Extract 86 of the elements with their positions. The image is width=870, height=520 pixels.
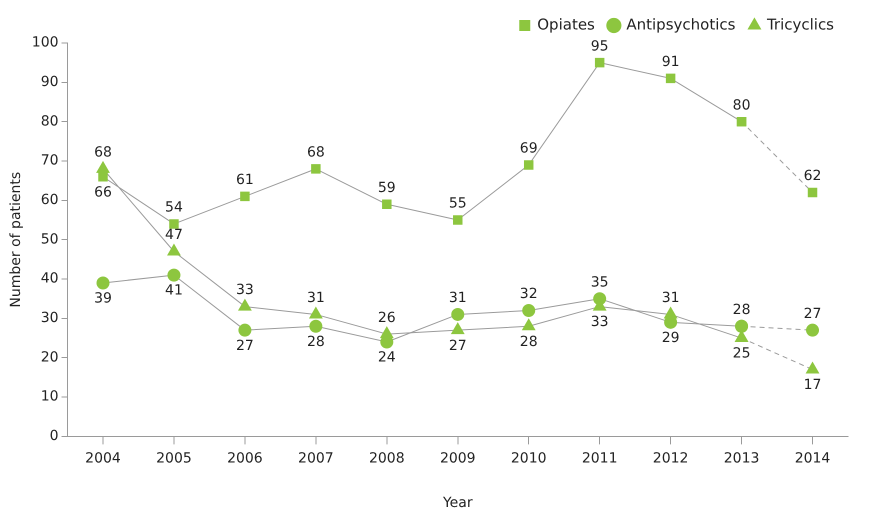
data-label: 27 <box>804 306 822 322</box>
data-label: 25 <box>732 346 750 362</box>
y-tick-label: 60 <box>40 192 59 208</box>
point <box>238 324 252 337</box>
data-label: 95 <box>590 38 609 54</box>
x-tick-label: 2005 <box>156 450 192 466</box>
point <box>524 160 534 170</box>
point <box>309 306 322 318</box>
y-axis-title: Number of patients <box>8 172 24 308</box>
point <box>451 308 464 321</box>
data-label: 31 <box>448 290 467 306</box>
y-tick-label: 70 <box>40 152 59 169</box>
x-axis-title: Year <box>442 495 473 512</box>
data-label: 59 <box>378 180 396 196</box>
point <box>808 188 818 198</box>
data-label: 33 <box>236 282 254 298</box>
data-label: 66 <box>94 184 112 200</box>
data-label: 28 <box>520 334 538 350</box>
data-label: 55 <box>448 196 467 212</box>
data-label: 68 <box>94 144 112 161</box>
data-label: 29 <box>662 330 680 346</box>
data-label: 31 <box>662 290 680 306</box>
x-tick-label: 2010 <box>510 450 547 466</box>
point <box>451 322 464 334</box>
point <box>167 268 180 282</box>
point <box>593 292 606 306</box>
legend-label: Opiates <box>537 15 596 34</box>
data-label: 62 <box>804 168 822 184</box>
data-label: 26 <box>378 310 396 326</box>
data-label: 68 <box>306 144 325 161</box>
data-label: 61 <box>236 172 254 188</box>
data-label: 80 <box>732 97 750 114</box>
point <box>735 320 748 333</box>
point <box>666 74 676 84</box>
data-label: 33 <box>590 314 609 330</box>
y-tick-label: 10 <box>40 388 59 405</box>
x-tick-label: 2004 <box>85 450 121 466</box>
data-label: 27 <box>236 338 254 354</box>
x-tick-label: 2011 <box>582 450 618 466</box>
x-tick-label: 2013 <box>724 450 760 466</box>
data-label: 32 <box>520 286 538 302</box>
y-tick-label: 100 <box>32 34 59 51</box>
x-tick-label: 2007 <box>298 450 334 466</box>
data-label: 28 <box>732 302 750 318</box>
y-tick-label: 40 <box>40 270 59 287</box>
data-label: 27 <box>448 338 467 354</box>
data-label: 69 <box>520 140 538 157</box>
point <box>167 244 181 256</box>
y-tick-label: 50 <box>40 231 59 248</box>
data-label: 91 <box>662 54 680 70</box>
y-tick-label: 0 <box>50 428 59 444</box>
legend-label: Antipsychotics <box>626 15 736 34</box>
y-tick-label: 30 <box>40 310 59 326</box>
x-tick-label: 2006 <box>227 450 263 466</box>
x-tick-label: 2008 <box>368 450 405 466</box>
x-tick-label: 2009 <box>440 450 476 466</box>
point <box>736 116 746 126</box>
data-label: 17 <box>804 377 822 394</box>
data-label: 31 <box>306 290 325 306</box>
legend-label: Tricyclics <box>766 15 834 34</box>
data-label: 41 <box>165 282 183 299</box>
data-label: 24 <box>378 350 396 366</box>
point <box>96 276 110 290</box>
data-label: 35 <box>590 274 609 290</box>
point <box>453 215 463 225</box>
x-tick-label: 2012 <box>652 450 688 466</box>
point <box>735 330 748 342</box>
point <box>240 192 250 202</box>
y-tick-label: 90 <box>40 74 59 90</box>
point <box>311 164 321 174</box>
point <box>522 304 536 318</box>
data-label: 47 <box>165 227 183 244</box>
point <box>382 200 392 210</box>
point <box>309 320 322 333</box>
point <box>169 219 179 229</box>
point <box>238 299 252 311</box>
y-tick-label: 20 <box>40 349 59 366</box>
data-label: 39 <box>94 290 112 307</box>
data-label: 54 <box>165 200 183 216</box>
point <box>98 172 108 182</box>
data-label: 28 <box>306 334 325 350</box>
point <box>806 324 820 337</box>
x-tick-label: 2014 <box>794 450 830 466</box>
point <box>594 58 604 68</box>
point <box>522 318 536 330</box>
y-tick-label: 80 <box>40 113 59 130</box>
